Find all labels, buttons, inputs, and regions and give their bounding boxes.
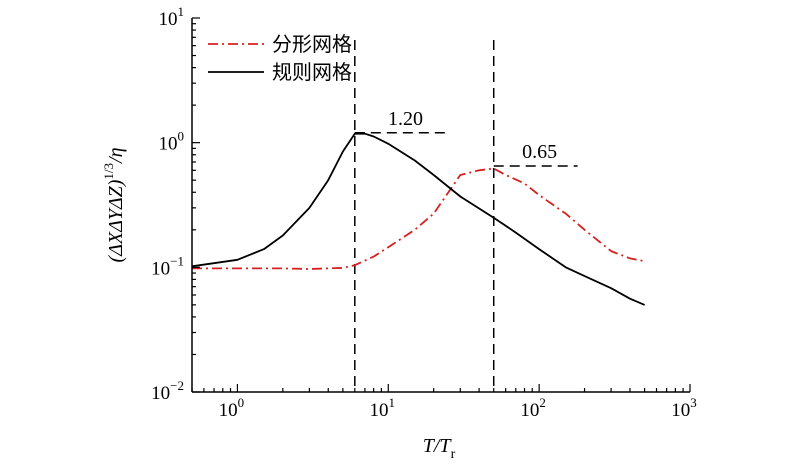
y-tick-label: 101 — [159, 4, 185, 30]
x-tick-label: 103 — [671, 395, 697, 421]
annotation-label: 0.65 — [522, 141, 557, 163]
series-layer — [191, 132, 645, 306]
x-tick-label: 102 — [520, 395, 546, 421]
x-axis-title: T/Tr — [423, 435, 456, 462]
legend-label-2: 规则网格 — [272, 60, 352, 84]
reference-lines-layer — [354, 40, 495, 392]
series-line-1 — [192, 167, 645, 270]
y-axis-title: (ΔXΔYΔZ)1/3/η — [101, 147, 127, 262]
legend-label-1: 分形网格 — [272, 32, 352, 56]
annotations-layer: 1.20 0.65 — [354, 108, 578, 167]
y-tick-label: 10−2 — [151, 378, 184, 404]
y-tick-label: 100 — [159, 129, 185, 155]
y-tick-label: 10−1 — [151, 253, 184, 279]
axes-layer: 100 101 102 103 10−2 10−1 100 101 T/Tr (ΔXΔYΔZ)1/… — [101, 4, 697, 462]
x-tick-label: 100 — [219, 395, 245, 421]
series-line-2 — [191, 132, 645, 306]
annotation-label: 1.20 — [388, 108, 423, 130]
x-tick-label: 101 — [370, 395, 396, 421]
